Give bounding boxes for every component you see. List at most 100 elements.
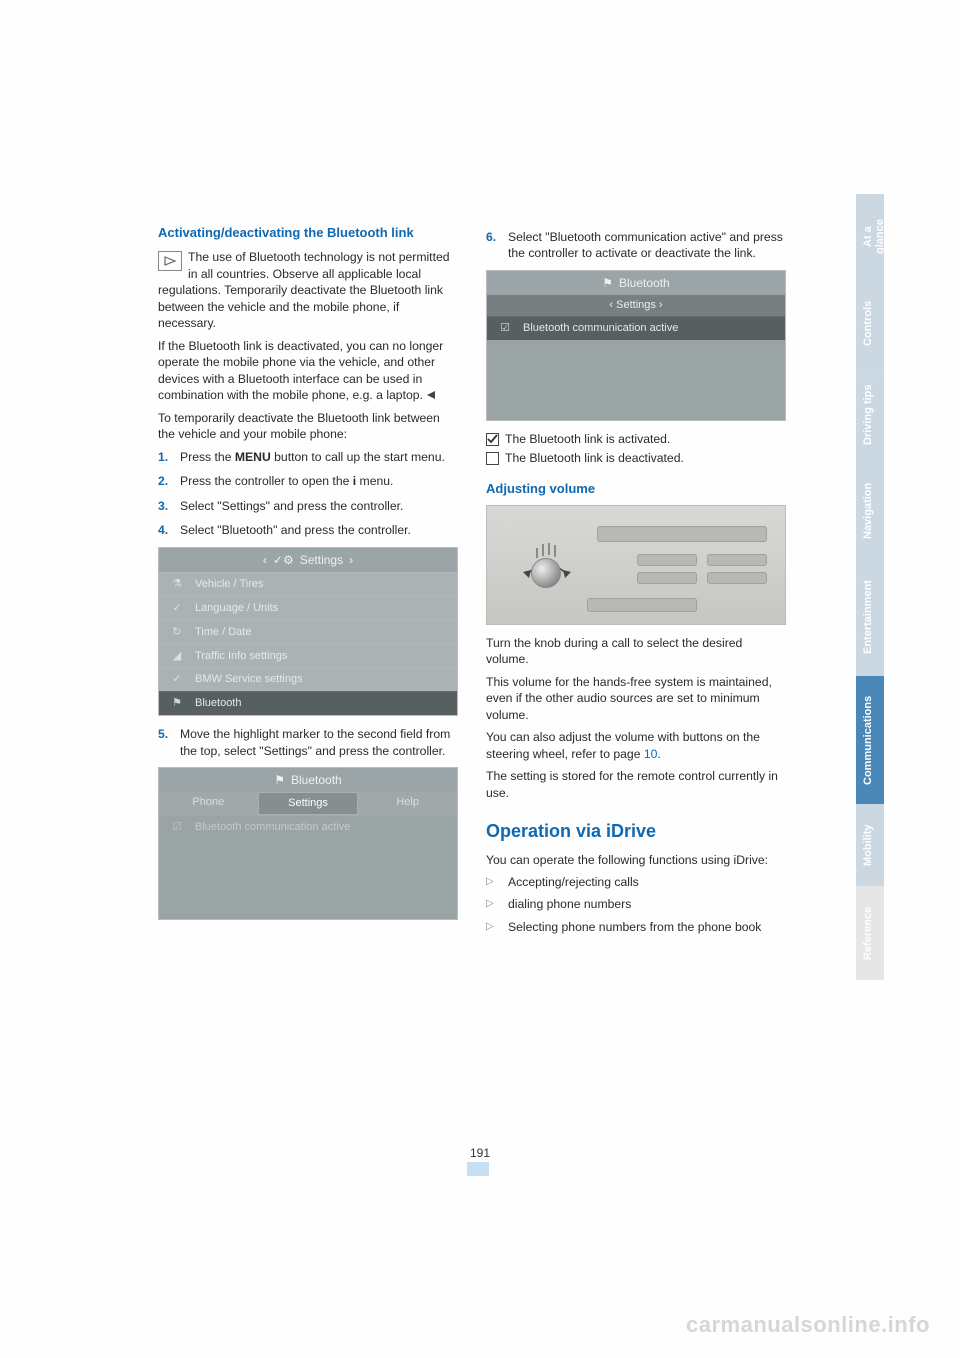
menu-item-icon: ✓ bbox=[169, 672, 185, 687]
checkbox-checked-icon: ☑ bbox=[169, 820, 185, 835]
adj-p1: Turn the knob during a call to select th… bbox=[486, 635, 786, 668]
settings-menu-item: ✓ BMW Service settings bbox=[159, 667, 457, 691]
op-list-text: Selecting phone numbers from the phone b… bbox=[508, 919, 761, 935]
menu-item-icon: ⚑ bbox=[169, 696, 185, 711]
menu-item-label: Bluetooth bbox=[195, 696, 241, 711]
menu-item-label: Language / Units bbox=[195, 601, 278, 616]
triangle-bullet-icon: ▷ bbox=[486, 919, 508, 935]
right-column: 6. Select "Bluetooth communication activ… bbox=[486, 225, 786, 941]
step-3: 3. Select "Settings" and press the contr… bbox=[158, 498, 458, 514]
fig3-empty bbox=[487, 340, 785, 420]
step-2: 2. Press the controller to open the i me… bbox=[158, 473, 458, 489]
steps-list: 1. Press the MENU button to call up the … bbox=[158, 449, 458, 539]
note-text: The use of Bluetooth technology is not p… bbox=[158, 250, 450, 330]
steps-list-3: 6. Select "Bluetooth communication activ… bbox=[486, 229, 786, 262]
op-function-list: ▷Accepting/rejecting calls▷dialing phone… bbox=[486, 874, 786, 935]
chapter-tab[interactable]: Communications bbox=[856, 676, 884, 804]
chapter-tab[interactable]: Entertainment bbox=[856, 558, 884, 676]
menu-item-icon: ◢ bbox=[169, 649, 185, 664]
radio-volume-figure bbox=[486, 505, 786, 625]
note-triangle-icon bbox=[158, 251, 182, 271]
checkbox-empty-icon bbox=[486, 452, 499, 465]
chapter-tab[interactable]: At a glance bbox=[856, 194, 884, 280]
title-arrow-right-icon: › bbox=[349, 552, 353, 568]
op-list-text: Accepting/rejecting calls bbox=[508, 874, 639, 890]
settings-menu-screenshot: ‹ ✓⚙ Settings › ⚗ Vehicle / Tires ✓ Languag… bbox=[158, 547, 458, 716]
volume-knob-icon bbox=[531, 558, 561, 588]
page-ref-10[interactable]: 10 bbox=[644, 747, 658, 761]
bluetooth-heading: Activating/deactivating the Bluetooth li… bbox=[158, 225, 458, 241]
chapter-tab[interactable]: Reference bbox=[856, 886, 884, 980]
intro-text: To temporarily deactivate the Bluetooth … bbox=[158, 410, 458, 443]
step-6: 6. Select "Bluetooth communication activ… bbox=[486, 229, 786, 262]
operation-via-idrive-heading: Operation via iDrive bbox=[486, 819, 786, 843]
bluetooth-active-screenshot: ⚑ Bluetooth ‹ Settings › ☑ Bluetooth com… bbox=[486, 270, 786, 421]
menu-item-label: Vehicle / Tires bbox=[195, 577, 263, 592]
fig2-title: ⚑ Bluetooth bbox=[159, 768, 457, 792]
left-column: Activating/deactivating the Bluetooth li… bbox=[158, 225, 458, 941]
end-triangle-icon bbox=[426, 388, 436, 404]
radio-button bbox=[707, 554, 767, 566]
radio-button bbox=[707, 572, 767, 584]
step-4: 4. Select "Bluetooth" and press the cont… bbox=[158, 522, 458, 538]
triangle-bullet-icon: ▷ bbox=[486, 874, 508, 890]
bluetooth-tabs-screenshot: ⚑ Bluetooth Phone Settings Help ☑ Blueto… bbox=[158, 767, 458, 920]
page-number-bar bbox=[467, 1162, 489, 1176]
adj-p3: You can also adjust the volume with butt… bbox=[486, 729, 786, 762]
op-intro: You can operate the following functions … bbox=[486, 852, 786, 868]
step-1: 1. Press the MENU button to call up the … bbox=[158, 449, 458, 465]
chapter-tab[interactable]: Mobility bbox=[856, 804, 884, 886]
fig1-title: ‹ ✓⚙ Settings › bbox=[159, 548, 457, 572]
settings-gear-icon: ✓⚙ bbox=[273, 552, 294, 568]
chapter-tab[interactable]: Controls bbox=[856, 280, 884, 366]
step-5: 5. Move the highlight marker to the seco… bbox=[158, 726, 458, 759]
status-activated: The Bluetooth link is activated. bbox=[486, 431, 786, 447]
radio-display bbox=[597, 526, 767, 542]
menu-item-icon: ✓ bbox=[169, 601, 185, 616]
op-list-text: dialing phone numbers bbox=[508, 896, 631, 912]
settings-menu-item: ◢ Traffic Info settings bbox=[159, 644, 457, 668]
status-deactivated: The Bluetooth link is deactivated. bbox=[486, 450, 786, 466]
radio-button bbox=[637, 572, 697, 584]
tab-phone: Phone bbox=[159, 792, 258, 815]
triangle-bullet-icon: ▷ bbox=[486, 896, 508, 912]
chapter-tabs: At a glanceControlsDriving tipsNavigatio… bbox=[856, 194, 884, 980]
settings-menu-item: ⚗ Vehicle / Tires bbox=[159, 572, 457, 596]
settings-menu-item: ⚑ Bluetooth bbox=[159, 691, 457, 715]
op-list-item: ▷dialing phone numbers bbox=[486, 896, 786, 912]
fig2-row: ☑ Bluetooth communication active bbox=[159, 815, 457, 839]
bluetooth-icon: ⚑ bbox=[274, 772, 285, 788]
fig3-title: ⚑ Bluetooth bbox=[487, 271, 785, 295]
note-box: The use of Bluetooth technology is not p… bbox=[158, 249, 458, 331]
page-number: 191 bbox=[470, 1146, 490, 1160]
adjusting-volume-heading: Adjusting volume bbox=[486, 481, 786, 497]
adj-p2: This volume for the hands-free system is… bbox=[486, 674, 786, 723]
fig2-tabs: Phone Settings Help bbox=[159, 792, 457, 815]
bluetooth-icon: ⚑ bbox=[602, 275, 613, 291]
fig3-row: ☑ Bluetooth communication active bbox=[487, 316, 785, 340]
title-arrow-left-icon: ‹ bbox=[263, 552, 267, 568]
tab-help: Help bbox=[358, 792, 457, 815]
note-text-2: If the Bluetooth link is deactivated, yo… bbox=[158, 338, 458, 404]
op-list-item: ▷Selecting phone numbers from the phone … bbox=[486, 919, 786, 935]
tab-settings: Settings bbox=[258, 792, 359, 815]
op-list-item: ▷Accepting/rejecting calls bbox=[486, 874, 786, 890]
fig2-empty bbox=[159, 839, 457, 919]
menu-item-label: Traffic Info settings bbox=[195, 649, 287, 664]
menu-item-label: Time / Date bbox=[195, 625, 251, 640]
adj-p4: The setting is stored for the remote con… bbox=[486, 768, 786, 801]
menu-item-icon: ↻ bbox=[169, 625, 185, 640]
watermark: carmanualsonline.info bbox=[686, 1312, 930, 1338]
settings-menu-item: ✓ Language / Units bbox=[159, 596, 457, 620]
checkbox-checked-icon bbox=[486, 433, 499, 446]
chapter-tab[interactable]: Driving tips bbox=[856, 366, 884, 464]
fig3-sub: ‹ Settings › bbox=[487, 295, 785, 316]
menu-item-label: BMW Service settings bbox=[195, 672, 303, 687]
chapter-tab[interactable]: Navigation bbox=[856, 464, 884, 558]
radio-preset-row bbox=[587, 598, 697, 612]
settings-menu-item: ↻ Time / Date bbox=[159, 620, 457, 644]
menu-item-icon: ⚗ bbox=[169, 577, 185, 592]
checkbox-checked-icon: ☑ bbox=[497, 321, 513, 336]
steps-list-2: 5. Move the highlight marker to the seco… bbox=[158, 726, 458, 759]
radio-button bbox=[637, 554, 697, 566]
